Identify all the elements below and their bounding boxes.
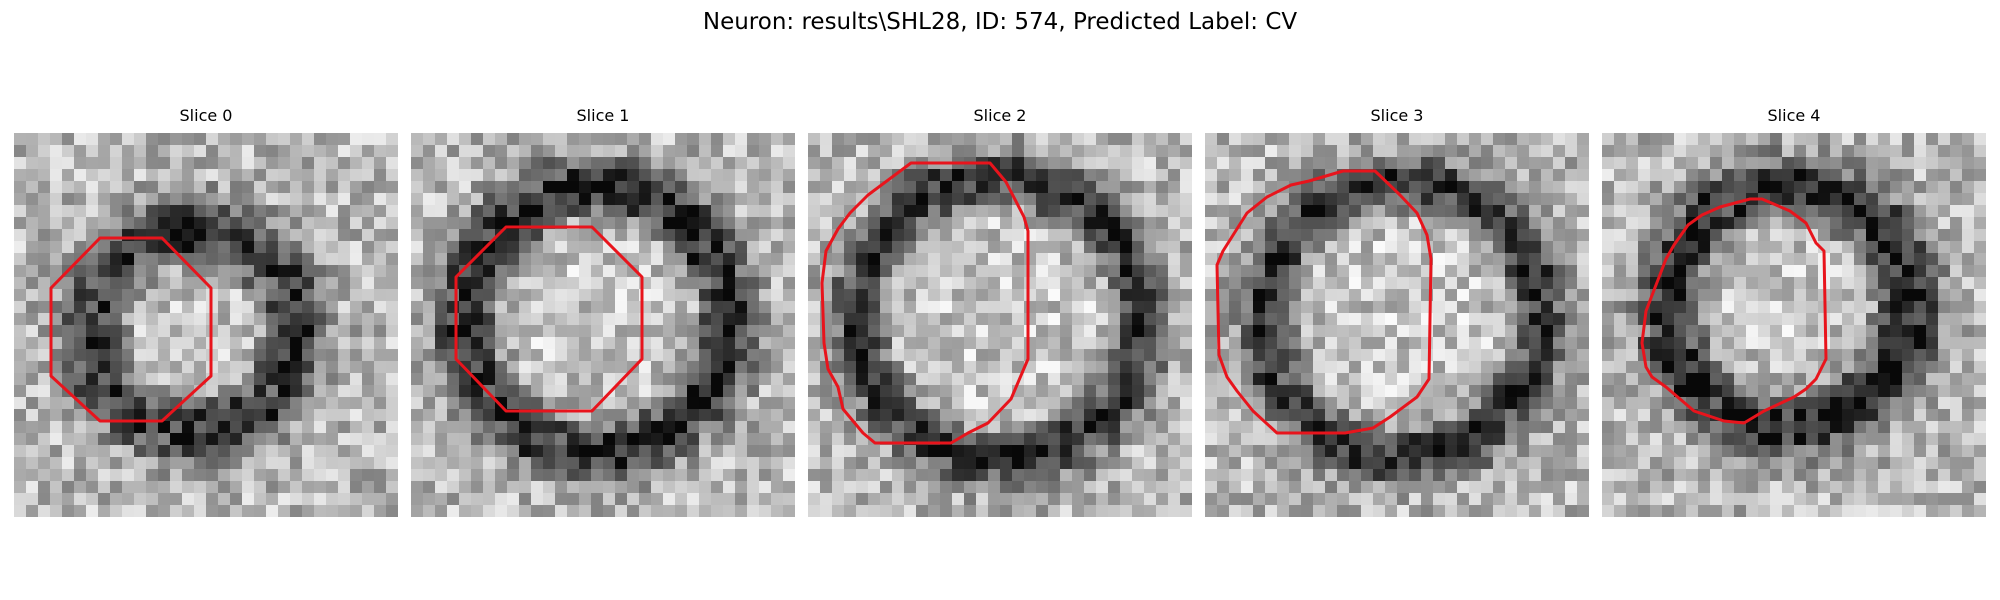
panel-title: Slice 0 bbox=[179, 106, 233, 125]
microscopy-slice-image bbox=[808, 133, 1192, 517]
panel-title: Slice 3 bbox=[1370, 106, 1424, 125]
microscopy-slice-image bbox=[411, 133, 795, 517]
segmentation-contour bbox=[49, 236, 213, 423]
segmentation-contour bbox=[1215, 169, 1433, 435]
figure-title: Neuron: results\SHL28, ID: 574, Predicte… bbox=[702, 9, 1298, 35]
segmentation-contour bbox=[454, 225, 644, 413]
segmentation-contour bbox=[820, 161, 1030, 445]
panel-title: Slice 4 bbox=[1767, 106, 1821, 125]
microscopy-slice-image bbox=[1602, 133, 1986, 517]
microscopy-slice-image bbox=[14, 133, 398, 517]
panel-title: Slice 2 bbox=[973, 106, 1027, 125]
panel-title: Slice 1 bbox=[576, 106, 630, 125]
segmentation-contour bbox=[1640, 197, 1828, 425]
microscopy-slice-image bbox=[1205, 133, 1589, 517]
